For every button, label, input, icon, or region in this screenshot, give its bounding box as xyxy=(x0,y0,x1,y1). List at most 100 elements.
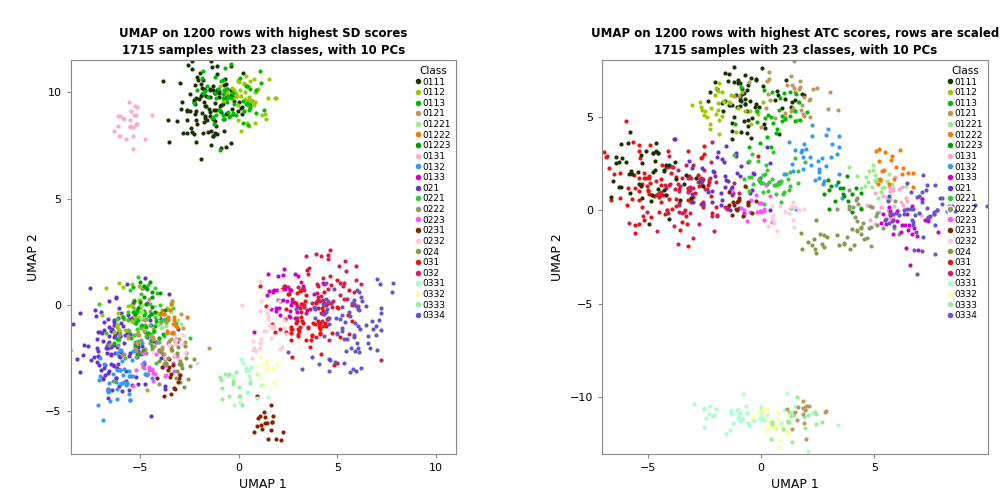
Point xyxy=(728,128,744,136)
Point xyxy=(642,179,658,187)
Point xyxy=(714,155,730,163)
Point xyxy=(751,175,767,183)
Point xyxy=(691,181,708,190)
Point xyxy=(133,301,149,309)
Point xyxy=(252,368,268,376)
Point xyxy=(758,104,774,112)
Point xyxy=(107,332,123,340)
Point xyxy=(683,164,700,172)
Point xyxy=(817,407,834,415)
Point xyxy=(658,163,674,171)
Point xyxy=(727,120,743,128)
Point xyxy=(778,170,794,178)
Point xyxy=(195,90,211,98)
Point xyxy=(99,349,115,357)
Point xyxy=(199,101,215,109)
Point xyxy=(147,311,163,320)
Point xyxy=(767,421,783,429)
Point xyxy=(221,113,237,121)
Point xyxy=(639,187,655,195)
Point xyxy=(729,406,745,414)
Point xyxy=(153,325,169,333)
Point xyxy=(100,340,116,348)
Point xyxy=(164,361,180,369)
Point xyxy=(164,346,180,354)
Point xyxy=(173,105,190,113)
Point xyxy=(697,166,713,174)
Point xyxy=(152,317,168,325)
Point xyxy=(763,113,779,121)
Point xyxy=(732,102,748,110)
Point xyxy=(201,344,217,352)
Point xyxy=(269,360,285,368)
Point xyxy=(278,330,294,338)
Point xyxy=(242,85,258,93)
Point xyxy=(722,101,738,109)
Point xyxy=(116,378,132,386)
Point xyxy=(227,88,243,96)
Point xyxy=(191,95,207,103)
Point xyxy=(321,320,337,328)
Point xyxy=(793,101,809,109)
Point xyxy=(241,372,257,381)
Point xyxy=(120,302,136,310)
Point xyxy=(626,171,642,179)
Point xyxy=(157,359,173,367)
Point xyxy=(904,206,920,214)
Point xyxy=(197,86,213,94)
Point xyxy=(785,104,801,112)
Point xyxy=(927,221,943,229)
Point xyxy=(635,174,651,182)
Point xyxy=(144,366,160,374)
Point xyxy=(724,136,740,144)
Point xyxy=(143,336,159,344)
Point xyxy=(323,281,339,289)
Point xyxy=(205,82,221,90)
Point xyxy=(722,201,738,209)
Point xyxy=(732,409,748,417)
Point xyxy=(280,283,296,291)
Point xyxy=(160,116,176,124)
Point xyxy=(216,81,232,89)
Point xyxy=(599,152,615,160)
Point xyxy=(122,349,138,357)
Point xyxy=(653,198,669,206)
Point xyxy=(702,178,718,186)
Point xyxy=(242,375,258,384)
Point xyxy=(188,359,205,367)
Point xyxy=(310,296,327,304)
Point xyxy=(98,284,114,292)
Point xyxy=(237,95,253,103)
Point xyxy=(120,311,136,319)
Point xyxy=(212,106,228,114)
Point xyxy=(120,316,136,324)
Point xyxy=(302,336,319,344)
Point xyxy=(236,80,252,88)
Point xyxy=(719,205,735,213)
Point xyxy=(304,319,321,327)
Point xyxy=(789,394,805,402)
Point xyxy=(163,329,179,337)
Point xyxy=(823,153,839,161)
Point xyxy=(125,372,141,380)
Point xyxy=(323,246,339,255)
Point xyxy=(735,415,751,423)
Point xyxy=(128,314,144,322)
Point xyxy=(119,280,135,288)
Point xyxy=(750,152,766,160)
Point xyxy=(121,366,137,374)
Point xyxy=(752,414,768,422)
Point xyxy=(771,443,787,451)
Point xyxy=(696,404,712,412)
Point xyxy=(694,103,710,111)
Point xyxy=(149,374,165,382)
Point xyxy=(270,296,286,304)
Point xyxy=(899,226,915,234)
Point xyxy=(655,185,671,194)
Point xyxy=(818,233,835,241)
Point xyxy=(891,184,907,193)
Point xyxy=(205,132,221,140)
Point xyxy=(765,425,781,433)
Point xyxy=(69,355,85,363)
Point xyxy=(680,196,697,204)
